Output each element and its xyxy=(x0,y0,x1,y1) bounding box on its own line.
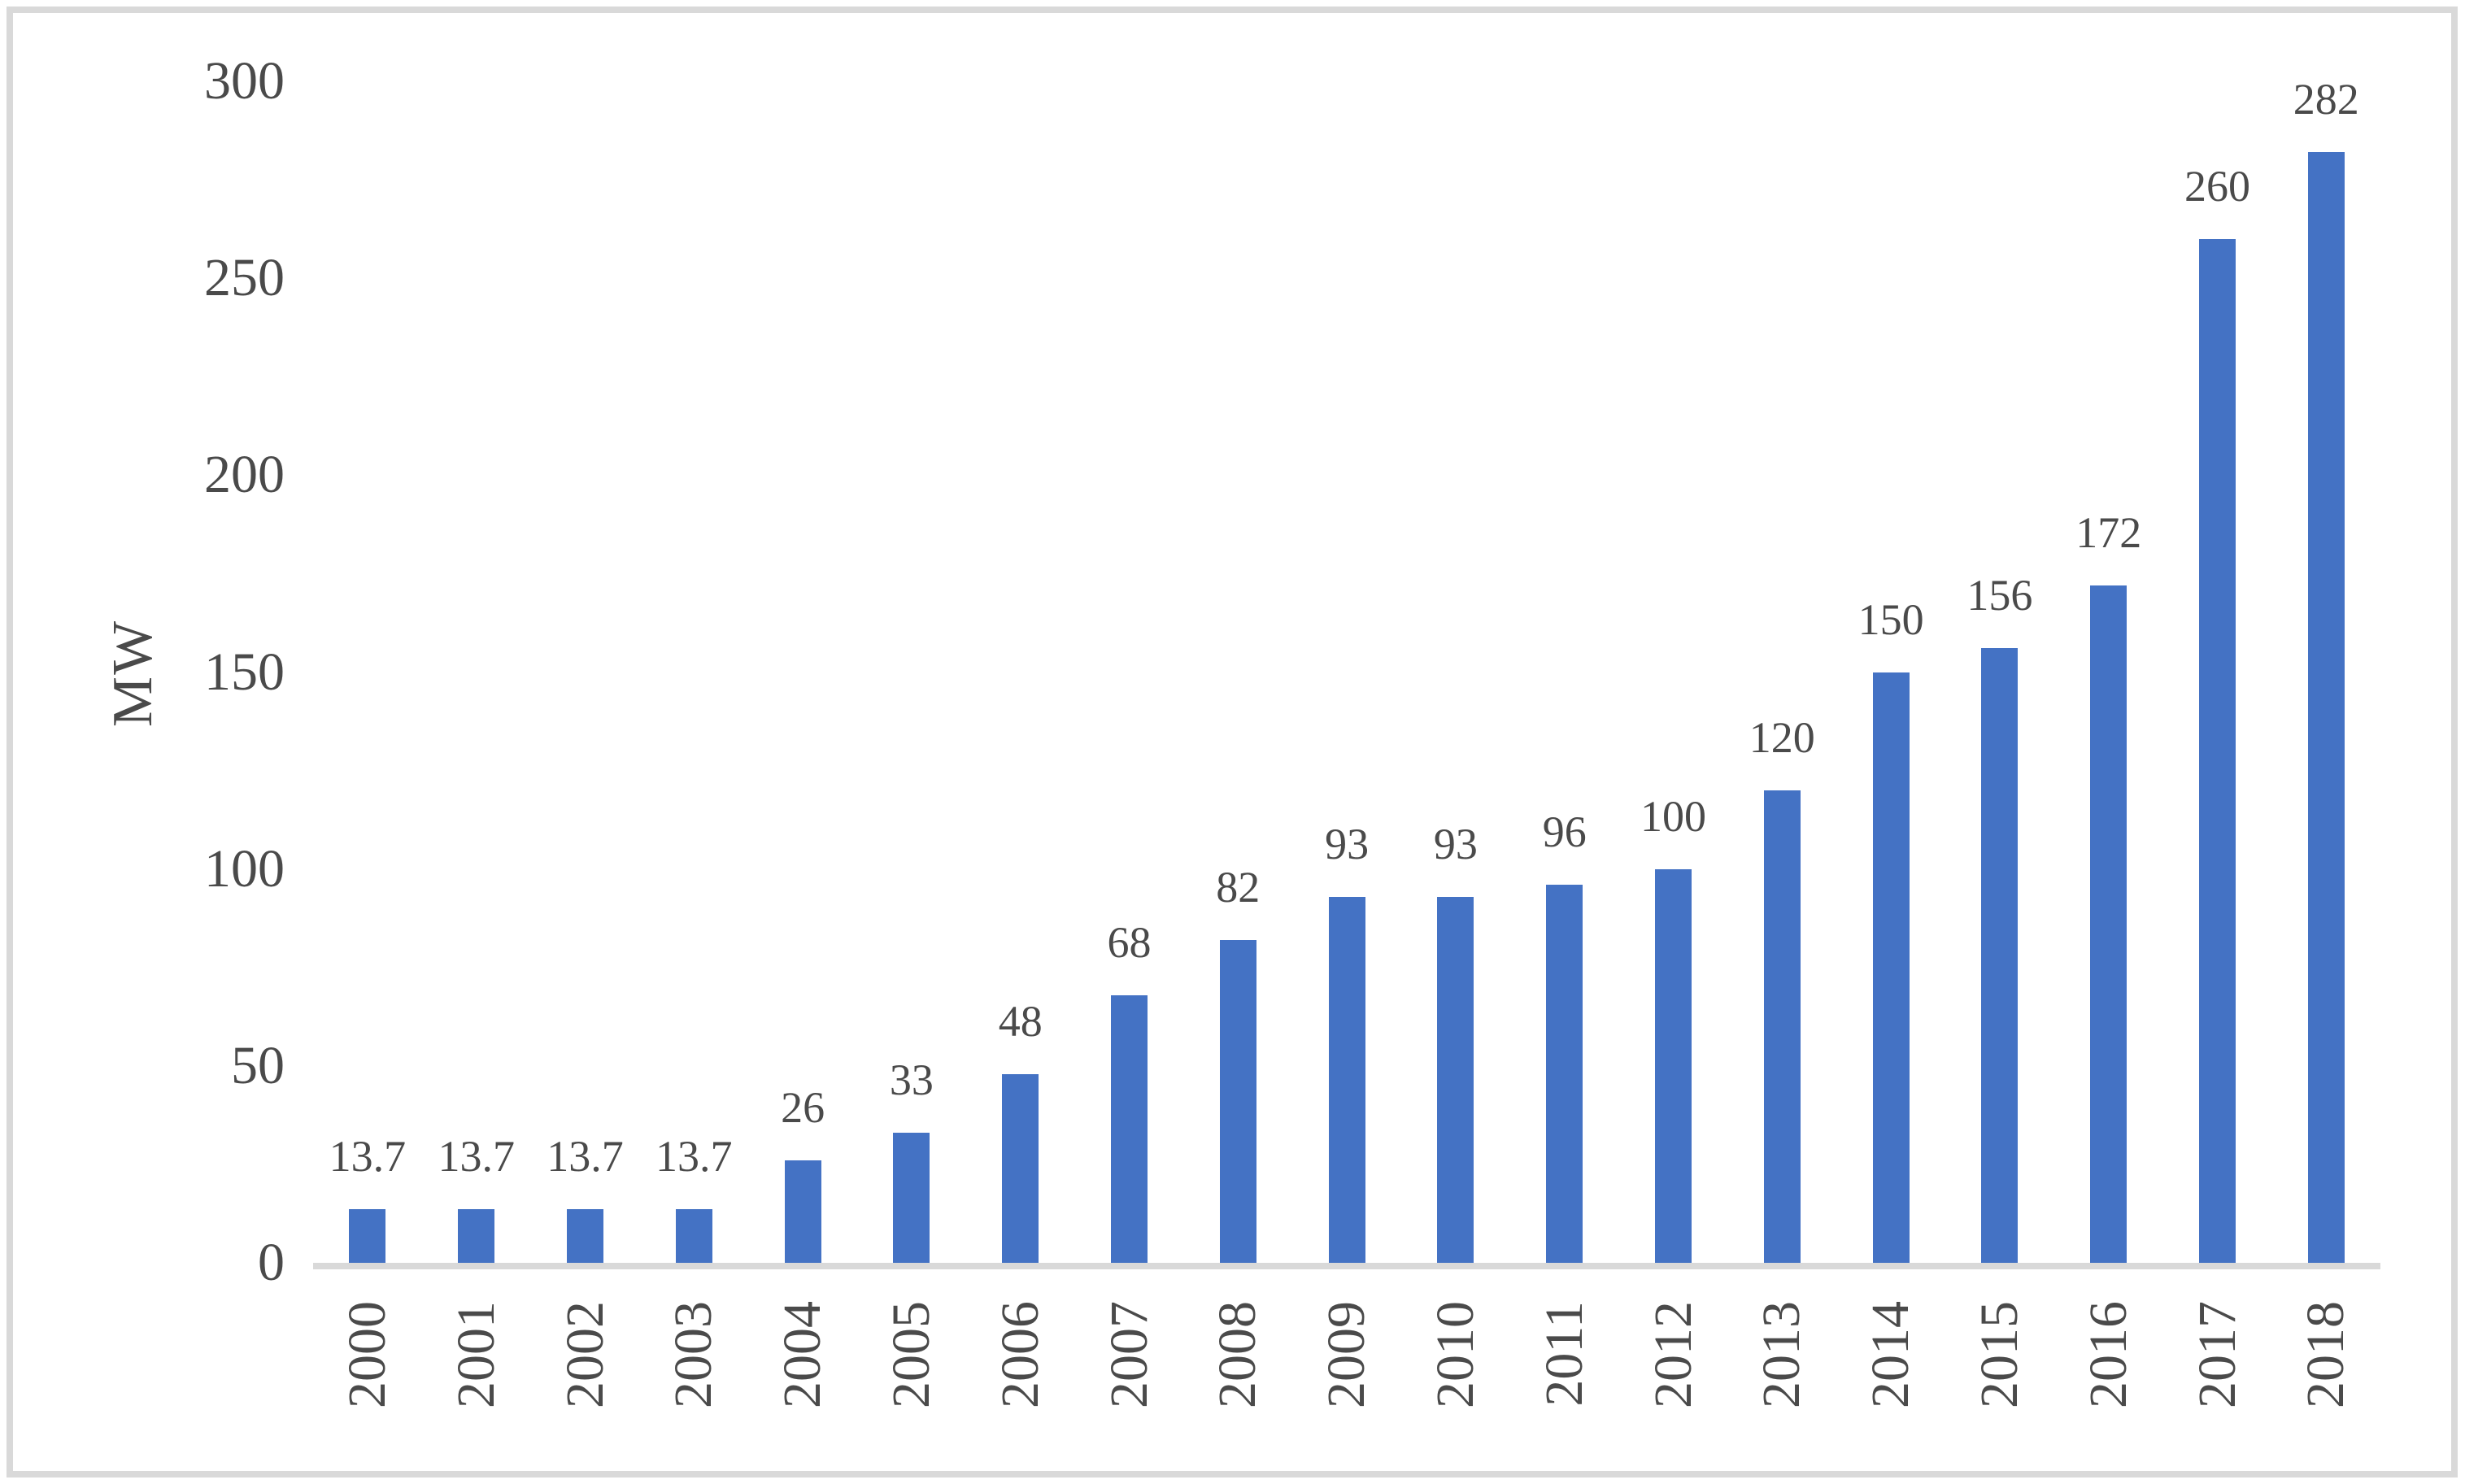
bar-value-label: 93 xyxy=(1433,820,1478,868)
y-tick-label: 100 xyxy=(204,838,285,899)
x-tick-label-2002: 2002 xyxy=(555,1301,615,1408)
bar-2006 xyxy=(1002,1074,1039,1263)
bar-value-label: 82 xyxy=(1216,863,1261,912)
y-tick-label: 150 xyxy=(204,642,285,702)
bar-2002 xyxy=(567,1209,603,1263)
y-tick-label: 50 xyxy=(231,1035,285,1095)
bar-2015 xyxy=(1981,648,2019,1263)
bar-value-label: 13.7 xyxy=(438,1132,515,1181)
bar-2013 xyxy=(1763,790,1801,1263)
x-tick-label-2004: 2004 xyxy=(773,1301,833,1408)
bar-2000 xyxy=(349,1209,386,1263)
x-tick-label-2007: 2007 xyxy=(1099,1301,1159,1408)
x-tick-label-2009: 2009 xyxy=(1317,1301,1377,1408)
x-tick-label-2012: 2012 xyxy=(1643,1301,1703,1408)
bar-value-label: 96 xyxy=(1542,807,1587,856)
bar-value-label: 33 xyxy=(889,1055,934,1104)
bar-2008 xyxy=(1219,940,1256,1263)
bar-value-label: 68 xyxy=(1107,918,1152,967)
bar-value-label: 13.7 xyxy=(547,1132,624,1181)
y-tick-label: 200 xyxy=(204,445,285,505)
bar-2001 xyxy=(458,1209,495,1263)
bar-2012 xyxy=(1655,869,1692,1263)
bar-2003 xyxy=(675,1209,712,1263)
bar-2004 xyxy=(784,1160,821,1263)
x-axis-line xyxy=(313,1263,2380,1269)
bar-2011 xyxy=(1546,885,1583,1263)
y-tick-label: 0 xyxy=(258,1233,285,1292)
bar-value-label: 120 xyxy=(1749,713,1815,762)
x-tick-label-2010: 2010 xyxy=(1425,1301,1485,1408)
x-tick-label-2005: 2005 xyxy=(881,1301,941,1408)
y-tick-label: 250 xyxy=(204,248,285,308)
bar-2005 xyxy=(893,1133,930,1263)
x-tick-label-2003: 2003 xyxy=(664,1301,724,1408)
bar-2016 xyxy=(2090,585,2127,1263)
x-tick-label-2013: 2013 xyxy=(1752,1301,1812,1408)
bar-2017 xyxy=(2199,239,2236,1263)
bar-value-label: 260 xyxy=(2184,162,2250,211)
x-tick-label-2014: 2014 xyxy=(1861,1301,1921,1408)
x-tick-label-2008: 2008 xyxy=(1208,1301,1268,1408)
x-tick-label-2016: 2016 xyxy=(2078,1301,2138,1408)
bar-value-label: 48 xyxy=(998,997,1043,1046)
bar-2010 xyxy=(1437,897,1474,1263)
bar-value-label: 13.7 xyxy=(655,1132,733,1181)
bar-value-label: 13.7 xyxy=(329,1132,407,1181)
bar-value-label: 26 xyxy=(781,1083,825,1132)
bar-value-label: 172 xyxy=(2075,508,2142,557)
x-tick-label-2011: 2011 xyxy=(1534,1301,1594,1407)
plot-area: 13.7 13.7 13.7 13.7 26 33 48 68 82 93 93 96 100 120 15… xyxy=(313,0,2380,1263)
bar-value-label: 150 xyxy=(1857,595,1924,644)
x-tick-label-2018: 2018 xyxy=(2296,1301,2356,1408)
x-tick-label-2006: 2006 xyxy=(990,1301,1050,1408)
bar-value-label: 282 xyxy=(2293,75,2359,124)
bar-2018 xyxy=(2307,152,2345,1263)
bar-2007 xyxy=(1111,995,1148,1263)
x-tick-label-2015: 2015 xyxy=(1969,1301,2029,1408)
x-tick-label-2017: 2017 xyxy=(2187,1301,2247,1408)
bar-2009 xyxy=(1328,897,1365,1263)
bar-value-label: 156 xyxy=(1966,571,2033,620)
bar-value-label: 93 xyxy=(1325,820,1370,868)
bar-2014 xyxy=(1872,672,1910,1263)
x-tick-label-2000: 2000 xyxy=(337,1301,397,1408)
bar-value-label: 100 xyxy=(1640,792,1706,841)
x-tick-label-2001: 2001 xyxy=(446,1301,506,1408)
y-tick-label: 300 xyxy=(204,51,285,111)
